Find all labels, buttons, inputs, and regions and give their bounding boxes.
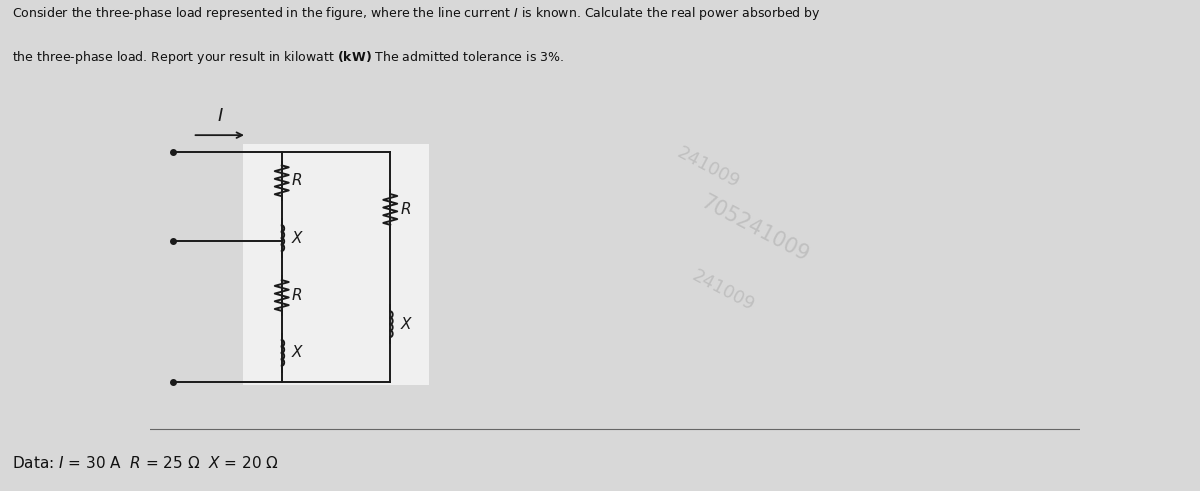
Text: I: I — [217, 107, 222, 125]
Text: 705241009: 705241009 — [697, 192, 812, 266]
Text: R: R — [292, 288, 302, 303]
Text: Data: $\it{I}$ = 30 A  $\it{R}$ = 25 $\Omega$  $\it{X}$ = 20 $\Omega$: Data: $\it{I}$ = 30 A $\it{R}$ = 25 $\Om… — [12, 455, 278, 471]
Text: X: X — [401, 317, 410, 332]
Text: 241009: 241009 — [689, 267, 758, 315]
Text: R: R — [401, 202, 410, 217]
Text: the three-phase load. Report your result in kilowatt $\bf{(kW)}$ The admitted to: the three-phase load. Report your result… — [12, 49, 564, 66]
Text: R: R — [292, 173, 302, 188]
Text: Consider the three-phase load represented in the figure, where the line current : Consider the three-phase load represente… — [12, 5, 821, 22]
Text: 241009: 241009 — [673, 143, 743, 191]
Text: X: X — [292, 231, 302, 246]
Bar — [242, 144, 430, 385]
Text: X: X — [292, 345, 302, 360]
